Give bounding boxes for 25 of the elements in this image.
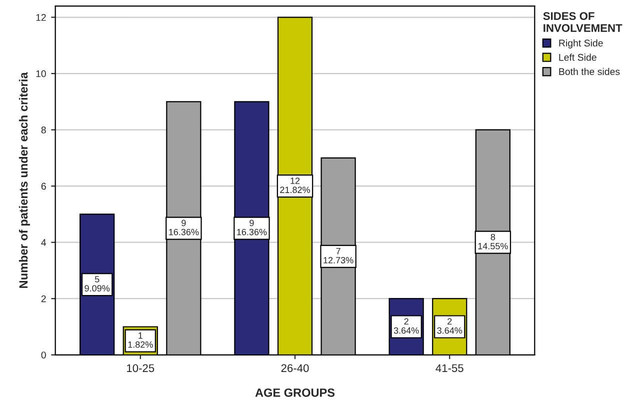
data-label: 5 9.09% — [84, 276, 110, 292]
data-label: 12 21.82% — [280, 178, 310, 194]
y-tick-label: 6 — [41, 182, 46, 190]
data-label: 2 3.64% — [394, 318, 419, 334]
y-tick-label: 12 — [36, 14, 46, 21]
data-label: 9 16.36% — [237, 220, 267, 236]
legend-label: Right Side — [559, 39, 603, 48]
legend-label: Left Side — [559, 54, 596, 61]
x-axis-title: AGE GROUPS — [255, 388, 335, 397]
x-tick-label: 26-40 — [281, 364, 309, 372]
data-label: 9 16.36% — [169, 220, 199, 236]
data-label: 8 14.55% — [478, 234, 508, 250]
y-tick-label: 10 — [36, 70, 46, 78]
y-tick-label: 0 — [41, 352, 46, 359]
y-tick-label: 8 — [41, 126, 46, 134]
x-tick-label: 41-55 — [436, 364, 464, 372]
legend-label: Both the sides — [559, 68, 620, 76]
x-tick-label: 10-25 — [127, 364, 154, 372]
y-tick-label: 4 — [41, 239, 46, 246]
data-label: 2 3.64% — [437, 318, 462, 334]
y-tick-label: 2 — [41, 295, 46, 302]
data-label: 1 1.82% — [128, 332, 153, 348]
y-axis-title: Number of patients under each criteria — [18, 72, 30, 288]
data-label: 7 12.73% — [324, 248, 354, 264]
legend-title: SIDES OF INVOLVEMENT — [543, 12, 622, 32]
